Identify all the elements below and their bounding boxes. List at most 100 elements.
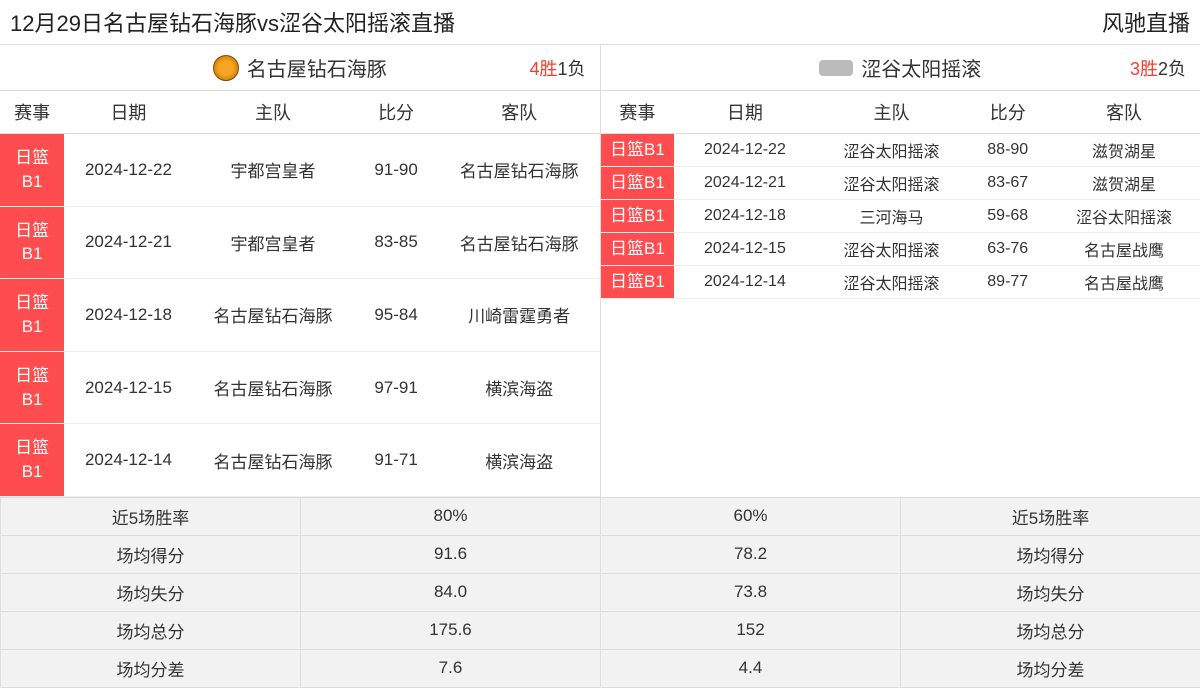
- table-row: 日篮B12024-12-21宇都宫皇者83-85名古屋钻石海豚: [0, 206, 600, 279]
- cell-date: 2024-12-22: [64, 134, 192, 207]
- table-row: 日篮B12024-12-18名古屋钻石海豚95-84川崎雷霆勇者: [0, 279, 600, 352]
- team-b-name: 涩谷太阳摇滚: [861, 53, 981, 82]
- team-b-record: 3胜2负: [1130, 55, 1186, 81]
- cell-home: 名古屋钻石海豚: [193, 424, 354, 497]
- stats-label: 场均失分: [901, 573, 1200, 611]
- table-row: 日篮B12024-12-22涩谷太阳摇滚88-90滋贺湖星: [601, 134, 1200, 167]
- col-away: 客队: [439, 91, 600, 134]
- stats-label: 场均得分: [1, 535, 301, 573]
- team-b-logo-icon: [819, 60, 853, 76]
- stats-row-avg-lost: 场均失分 84.0 73.8 场均失分: [1, 573, 1200, 611]
- table-row: 日篮B12024-12-14涩谷太阳摇滚89-77名古屋战鹰: [601, 266, 1200, 299]
- table-row: 日篮B12024-12-21涩谷太阳摇滚83-67滋贺湖星: [601, 167, 1200, 200]
- col-date: 日期: [674, 91, 815, 134]
- stats-table: 近5场胜率 80% 60% 近5场胜率 场均得分 91.6 78.2 场均得分 …: [0, 497, 1200, 688]
- stats-value: 84.0: [301, 573, 601, 611]
- stats-label: 场均总分: [901, 611, 1200, 649]
- table-row: 日篮B12024-12-18三河海马59-68涩谷太阳摇滚: [601, 200, 1200, 233]
- col-event: 赛事: [0, 91, 64, 134]
- league-badge: 日篮B1: [601, 233, 675, 265]
- cell-home: 涩谷太阳摇滚: [816, 134, 968, 167]
- stats-value: 4.4: [601, 649, 901, 687]
- cell-away: 横滨海盗: [439, 351, 600, 424]
- stats-row-avg-diff: 场均分差 7.6 4.4 场均分差: [1, 649, 1200, 687]
- cell-home: 宇都宫皇者: [193, 134, 354, 207]
- team-a-logo-icon: [213, 55, 239, 81]
- cell-date: 2024-12-15: [674, 233, 815, 266]
- cell-date: 2024-12-18: [674, 200, 815, 233]
- page-title: 12月29日名古屋钻石海豚vs涩谷太阳摇滚直播: [10, 6, 455, 38]
- stats-value: 60%: [601, 497, 901, 535]
- cell-home: 涩谷太阳摇滚: [816, 266, 968, 299]
- table-row: 日篮B12024-12-22宇都宫皇者91-90名古屋钻石海豚: [0, 134, 600, 207]
- table-row: 日篮B12024-12-15涩谷太阳摇滚63-76名古屋战鹰: [601, 233, 1200, 266]
- col-home: 主队: [816, 91, 968, 134]
- stats-value: 175.6: [301, 611, 601, 649]
- league-badge: 日篮B1: [0, 352, 64, 424]
- stats-row-avg-score: 场均得分 91.6 78.2 场均得分: [1, 535, 1200, 573]
- cell-date: 2024-12-21: [674, 167, 815, 200]
- league-badge: 日篮B1: [601, 266, 675, 298]
- cell-score: 63-76: [968, 233, 1048, 266]
- cell-score: 83-85: [353, 206, 439, 279]
- table-row: 日篮B12024-12-15名古屋钻石海豚97-91横滨海盗: [0, 351, 600, 424]
- league-badge: 日篮B1: [0, 279, 64, 351]
- team-b-matches-table: 赛事 日期 主队 比分 客队 日篮B12024-12-22涩谷太阳摇滚88-90…: [601, 91, 1200, 299]
- stats-value: 7.6: [301, 649, 601, 687]
- league-badge: 日篮B1: [0, 207, 64, 279]
- stats-value: 91.6: [301, 535, 601, 573]
- cell-home: 涩谷太阳摇滚: [816, 167, 968, 200]
- cell-date: 2024-12-14: [64, 424, 192, 497]
- cell-away: 横滨海盗: [439, 424, 600, 497]
- table-header-row: 赛事 日期 主队 比分 客队: [0, 91, 600, 134]
- league-badge: 日篮B1: [601, 200, 675, 232]
- team-a-name: 名古屋钻石海豚: [247, 53, 387, 82]
- team-a-record: 4胜1负: [529, 55, 585, 81]
- cell-date: 2024-12-15: [64, 351, 192, 424]
- stats-value: 78.2: [601, 535, 901, 573]
- table-header-row: 赛事 日期 主队 比分 客队: [601, 91, 1200, 134]
- col-score: 比分: [968, 91, 1048, 134]
- stats-row-avg-total: 场均总分 175.6 152 场均总分: [1, 611, 1200, 649]
- stats-label: 场均得分: [901, 535, 1200, 573]
- cell-home: 名古屋钻石海豚: [193, 279, 354, 352]
- cell-score: 91-90: [353, 134, 439, 207]
- cell-home: 名古屋钻石海豚: [193, 351, 354, 424]
- stats-label: 近5场胜率: [901, 497, 1200, 535]
- cell-score: 97-91: [353, 351, 439, 424]
- site-name: 风驰直播: [1102, 6, 1190, 38]
- league-badge: 日篮B1: [601, 167, 675, 199]
- team-a-header: 名古屋钻石海豚 4胜1负: [0, 45, 601, 90]
- col-home: 主队: [193, 91, 354, 134]
- cell-away: 涩谷太阳摇滚: [1048, 200, 1200, 233]
- stats-label: 场均分差: [1, 649, 301, 687]
- cell-score: 88-90: [968, 134, 1048, 167]
- cell-away: 名古屋战鹰: [1048, 266, 1200, 299]
- stats-label: 近5场胜率: [1, 497, 301, 535]
- cell-away: 川崎雷霆勇者: [439, 279, 600, 352]
- cell-score: 83-67: [968, 167, 1048, 200]
- col-score: 比分: [353, 91, 439, 134]
- stats-row-winrate: 近5场胜率 80% 60% 近5场胜率: [1, 497, 1200, 535]
- cell-date: 2024-12-18: [64, 279, 192, 352]
- cell-score: 59-68: [968, 200, 1048, 233]
- stats-label: 场均总分: [1, 611, 301, 649]
- col-event: 赛事: [601, 91, 675, 134]
- col-away: 客队: [1048, 91, 1200, 134]
- stats-value: 73.8: [601, 573, 901, 611]
- cell-home: 三河海马: [816, 200, 968, 233]
- league-badge: 日篮B1: [601, 134, 675, 166]
- league-badge: 日篮B1: [0, 424, 64, 496]
- stats-value: 80%: [301, 497, 601, 535]
- cell-score: 91-71: [353, 424, 439, 497]
- cell-away: 滋贺湖星: [1048, 167, 1200, 200]
- stats-label: 场均失分: [1, 573, 301, 611]
- cell-away: 名古屋钻石海豚: [439, 134, 600, 207]
- cell-date: 2024-12-14: [674, 266, 815, 299]
- cell-home: 宇都宫皇者: [193, 206, 354, 279]
- cell-home: 涩谷太阳摇滚: [816, 233, 968, 266]
- league-badge: 日篮B1: [0, 134, 64, 206]
- cell-away: 滋贺湖星: [1048, 134, 1200, 167]
- cell-score: 95-84: [353, 279, 439, 352]
- team-b-header: 涩谷太阳摇滚 3胜2负: [601, 45, 1200, 90]
